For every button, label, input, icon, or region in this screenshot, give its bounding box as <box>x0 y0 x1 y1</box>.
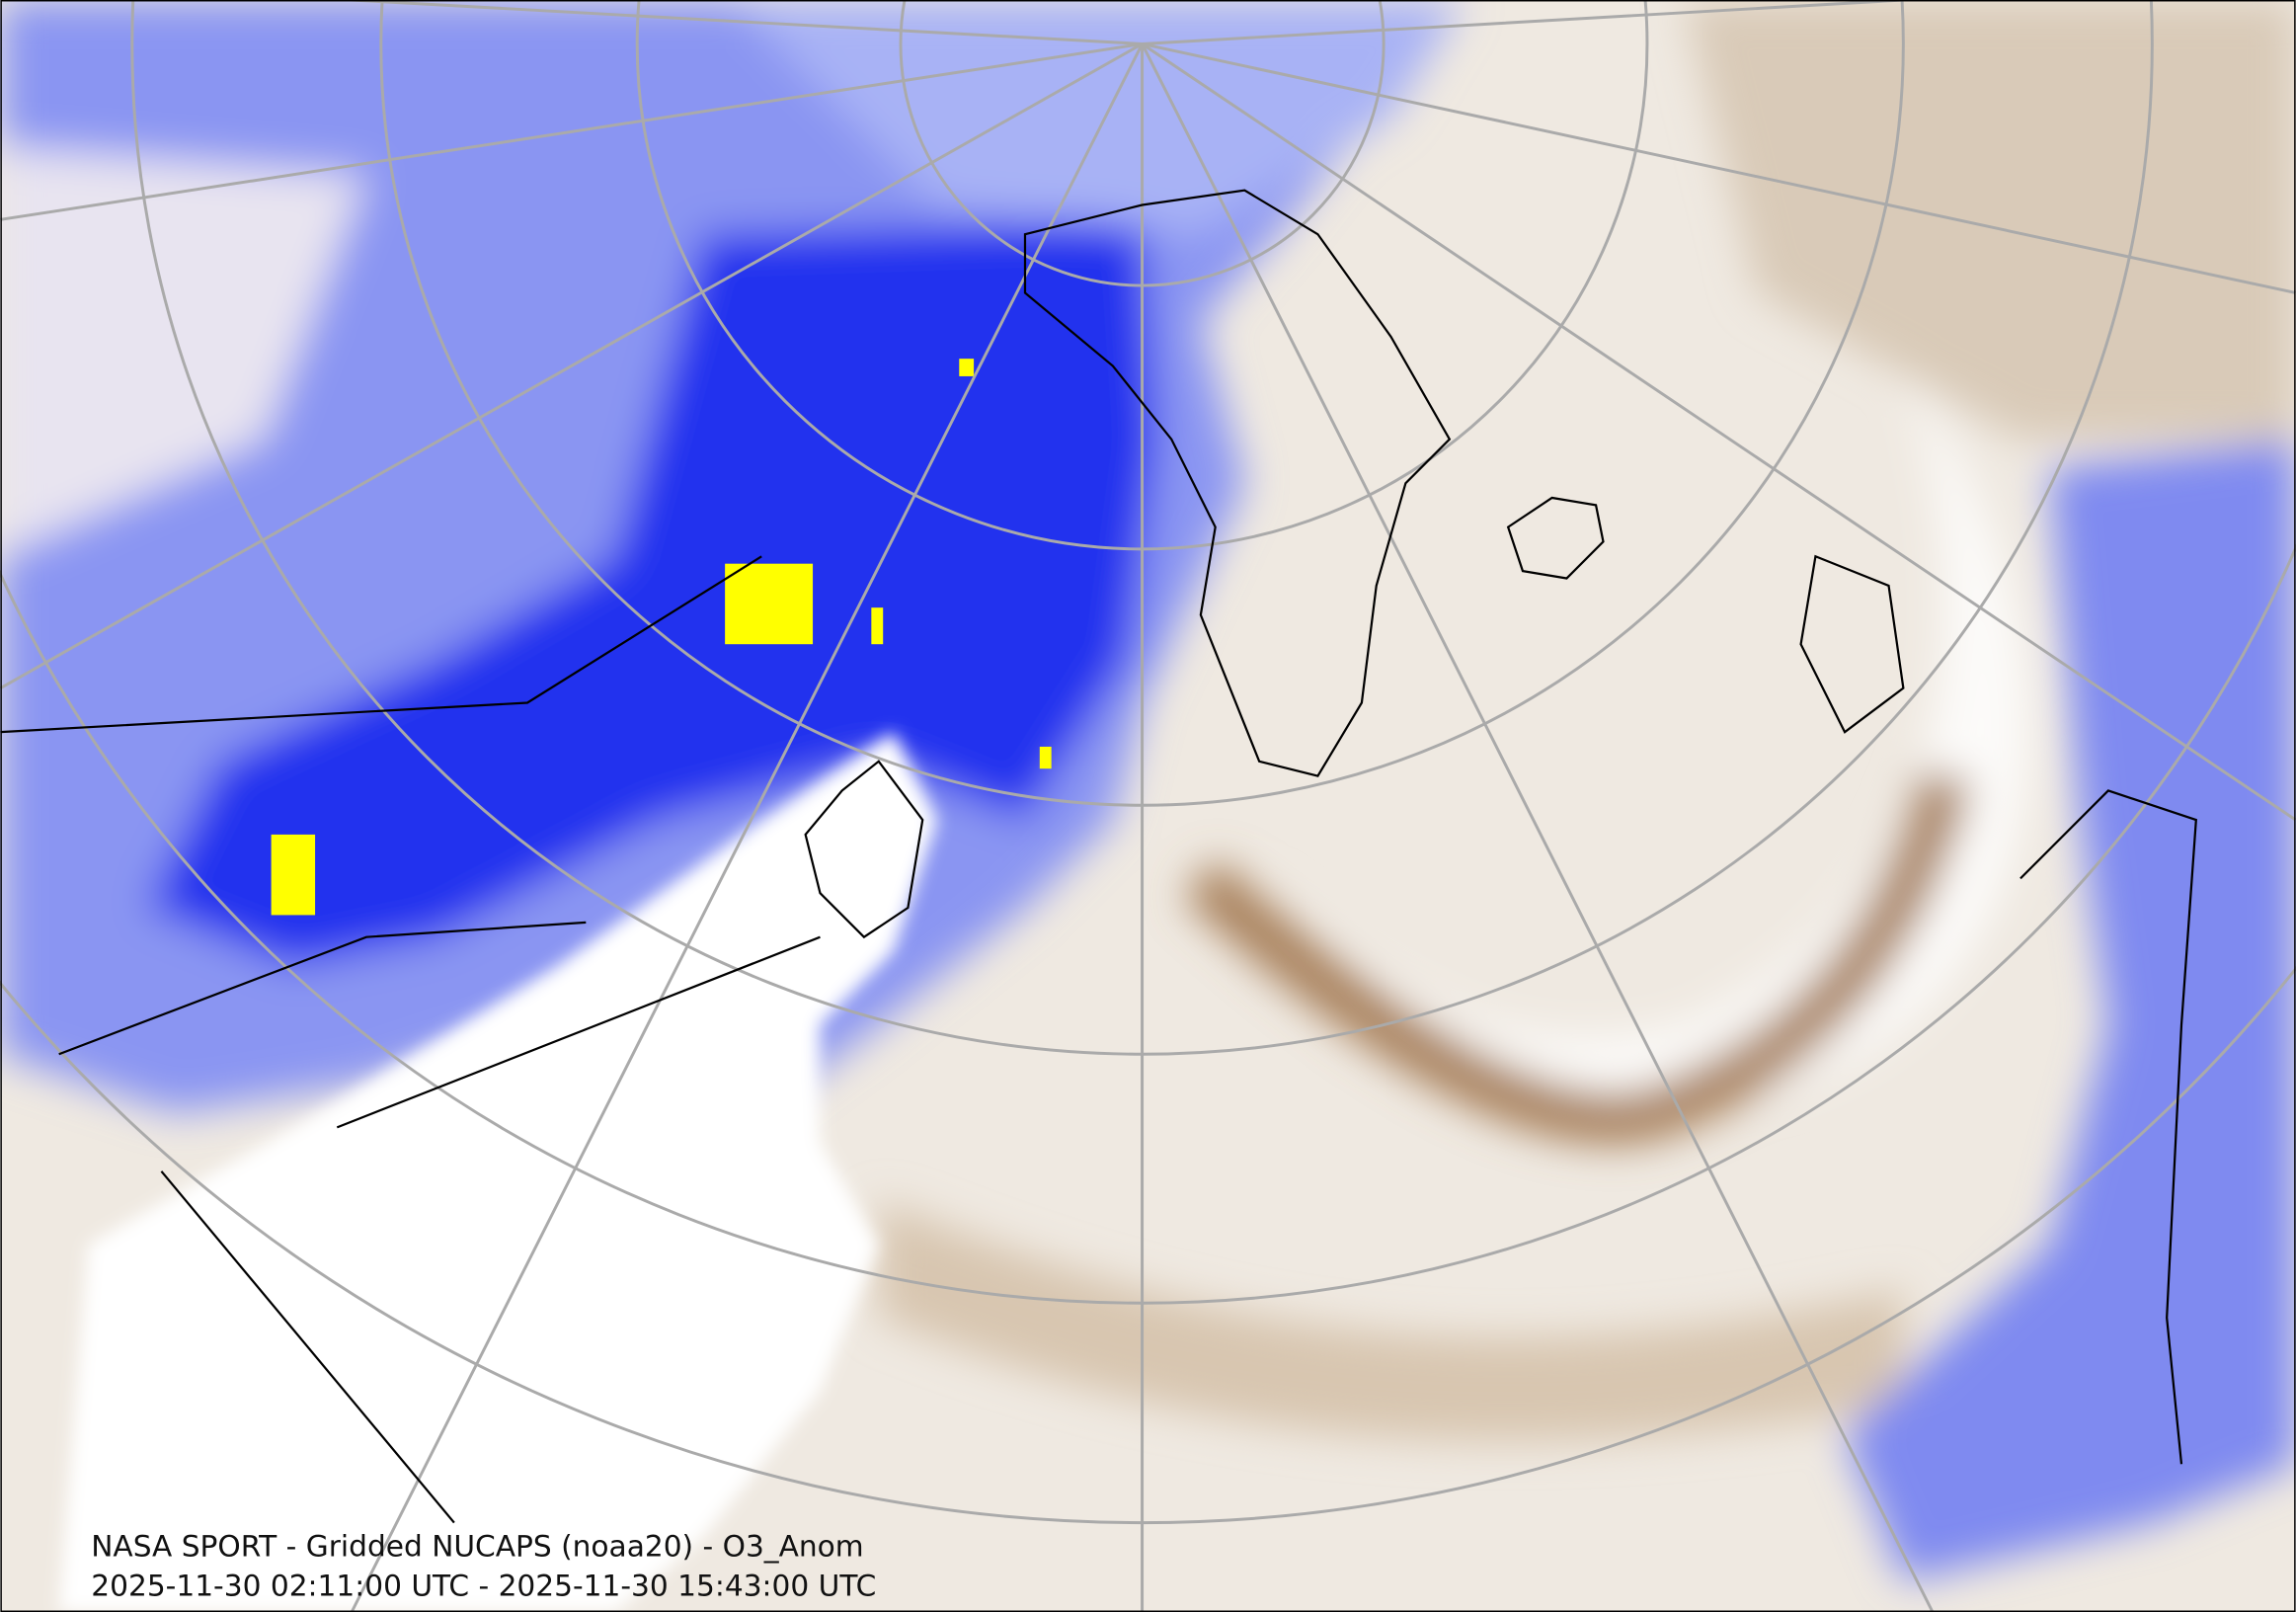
blue-zone <box>732 0 1465 235</box>
greenland <box>1023 189 1452 777</box>
light-zone <box>0 146 366 557</box>
yellow-cells <box>271 359 1052 916</box>
yellow-cell <box>725 563 814 645</box>
no-data-zone <box>58 732 938 1612</box>
yellow-cell <box>1039 746 1052 769</box>
europe-coast <box>1799 554 2197 1465</box>
caption-title: NASA SPORT - Gridded NUCAPS (noaa20) - O… <box>91 1529 863 1564</box>
brown-zone <box>1684 0 2296 440</box>
hudson-bay <box>804 760 924 939</box>
brown-zone <box>878 1200 1904 1442</box>
dark-blue-zone <box>146 219 1157 967</box>
yellow-cell <box>271 834 316 916</box>
coastlines <box>0 189 2197 1524</box>
brown-band <box>1183 768 1972 1144</box>
caption-time: 2025-11-30 02:11:00 UTC - 2025-11-30 15:… <box>91 1569 876 1603</box>
yellow-cell <box>871 607 884 645</box>
blue-zone <box>1845 439 2296 1581</box>
borders <box>0 555 821 1524</box>
iceland <box>1506 496 1605 580</box>
yellow-cell <box>959 359 975 376</box>
